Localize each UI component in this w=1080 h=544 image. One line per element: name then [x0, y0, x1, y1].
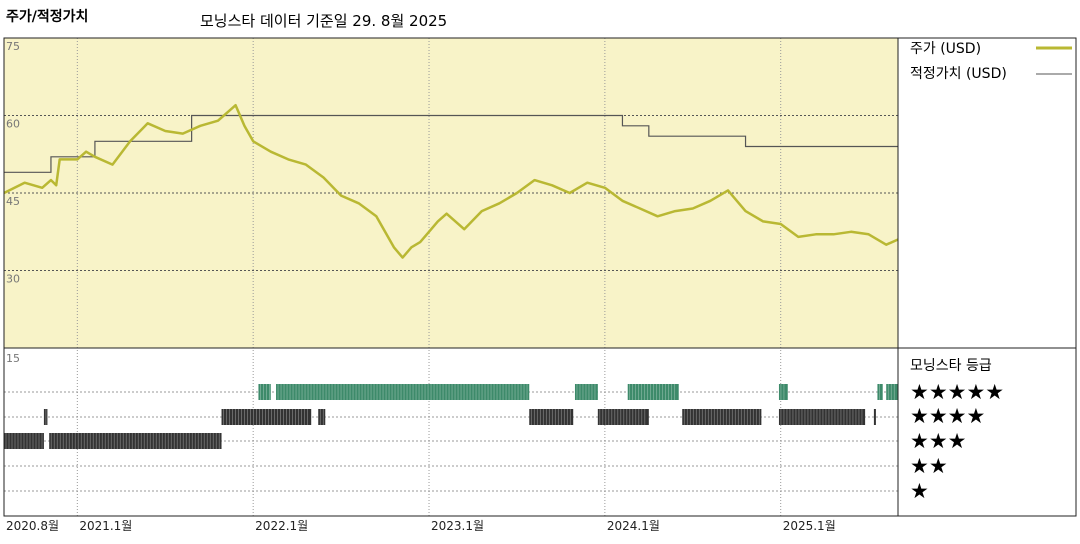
rating-bar-4-star	[873, 409, 876, 425]
x-tick-label: 2024.1월	[607, 519, 660, 533]
rating-2-stars: ★★	[910, 454, 948, 478]
plot-background	[4, 38, 898, 348]
price-line	[3, 103, 899, 259]
rating-bar-3-star	[49, 433, 222, 449]
x-tick-label: 2023.1월	[431, 519, 484, 533]
rating-bar-3-star	[4, 433, 44, 449]
fair-value-line	[4, 114, 898, 173]
rating-4-stars: ★★★★	[910, 404, 985, 428]
rating-bar-4-star	[597, 409, 649, 425]
axis-layer: 75 60 45 30 15 2020.8월 2021.1월 2022.1월 2023.1월 20…	[3, 37, 1077, 533]
rating-legend-title: 모닝스타 등급	[910, 358, 992, 374]
rating-bar-4-star	[682, 409, 762, 425]
rating-bar-5-star	[877, 384, 883, 400]
y-tick-label: 60	[6, 118, 20, 131]
rating-3-stars: ★★★	[910, 429, 966, 453]
chart-frame	[3, 37, 1077, 517]
rating-bar-5-star	[258, 384, 271, 400]
y-tick-label: 30	[6, 273, 20, 286]
rating-bar-4-star	[43, 409, 48, 425]
x-tick-label: 2021.1월	[79, 519, 132, 533]
legend-price-label: 주가 (USD)	[910, 41, 981, 57]
rating-bar-4-star	[221, 409, 312, 425]
chart-subtitle: 모닝스타 데이터 기준일 29. 8월 2025	[200, 12, 447, 30]
y-tick-label: 45	[6, 195, 20, 208]
series-layer	[3, 103, 899, 259]
legend-fair-value-label: 적정가치 (USD)	[910, 66, 1007, 82]
rating-bar-5-star	[574, 384, 598, 400]
chart-title: 주가/적정가치	[6, 8, 88, 25]
rating-bar-4-star	[778, 409, 866, 425]
legend: 주가 (USD) 적정가치 (USD) 모닝스타 등급 ★★★★★ ★★★★ ★…	[910, 41, 1072, 503]
rating-layer	[4, 384, 898, 449]
rating-bar-5-star	[276, 384, 530, 400]
x-tick-label: 2022.1월	[255, 519, 308, 533]
y-tick-label: 75	[6, 40, 20, 53]
rating-bar-5-star	[778, 384, 788, 400]
x-tick-label: 2020.8월	[6, 519, 59, 533]
y-tick-label-15: 15	[6, 352, 20, 365]
x-tick-label: 2025.1월	[783, 519, 836, 533]
rating-bar-5-star	[886, 384, 898, 400]
rating-1-star: ★	[910, 479, 929, 503]
rating-bar-4-star	[318, 409, 326, 425]
rating-bar-5-star	[627, 384, 679, 400]
rating-5-stars: ★★★★★	[910, 380, 1004, 404]
rating-bar-4-star	[529, 409, 574, 425]
